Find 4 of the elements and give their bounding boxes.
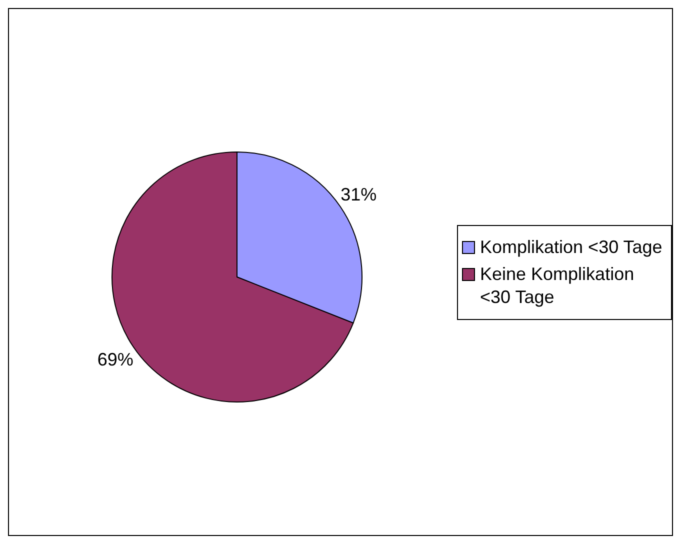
legend-label: Keine Komplikation <30 Tage xyxy=(480,262,636,308)
data-label: 31% xyxy=(340,184,377,204)
legend-label: Komplikation <30 Tage xyxy=(480,236,662,258)
data-label: 69% xyxy=(97,350,134,370)
